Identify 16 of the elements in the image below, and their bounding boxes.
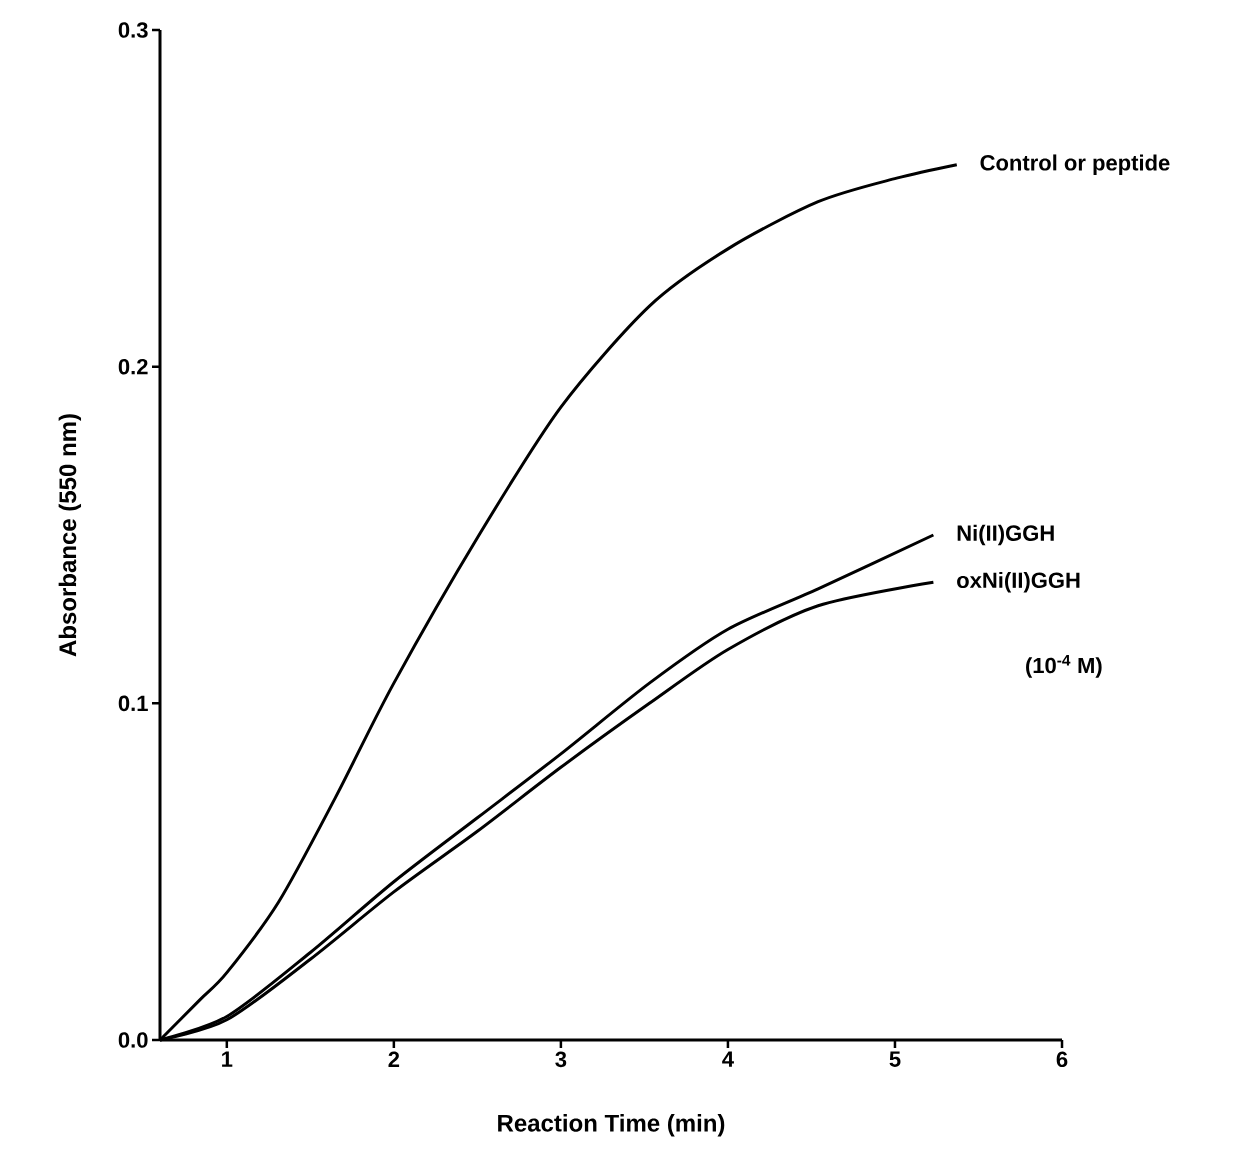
y-tick-label: 0.2 bbox=[118, 358, 148, 375]
y-tick-label: 0.0 bbox=[118, 1032, 148, 1048]
y-axis-title: Absorbance (550 nm) bbox=[58, 414, 82, 657]
x-tick-label: 3 bbox=[555, 1051, 567, 1068]
x-tick-label: 5 bbox=[889, 1051, 901, 1067]
y-tick-label: 0.1 bbox=[118, 695, 148, 712]
annotation: (10$^{-4}$ M) bbox=[1026, 654, 1102, 678]
x-tick-label: 6 bbox=[1056, 1051, 1068, 1068]
x-tick-label: 2 bbox=[388, 1051, 400, 1067]
series-label: Ni(II)GGH bbox=[957, 524, 1054, 546]
y-tick-label: 0.3 bbox=[118, 22, 148, 38]
series-label: Control or peptide bbox=[980, 154, 1170, 175]
x-tick-label: 4 bbox=[722, 1051, 734, 1067]
series-label: oxNi(II)GGH bbox=[957, 571, 1080, 593]
x-axis-title: Reaction Time (min) bbox=[498, 1114, 725, 1137]
x-tick-label: 1 bbox=[222, 1051, 233, 1067]
